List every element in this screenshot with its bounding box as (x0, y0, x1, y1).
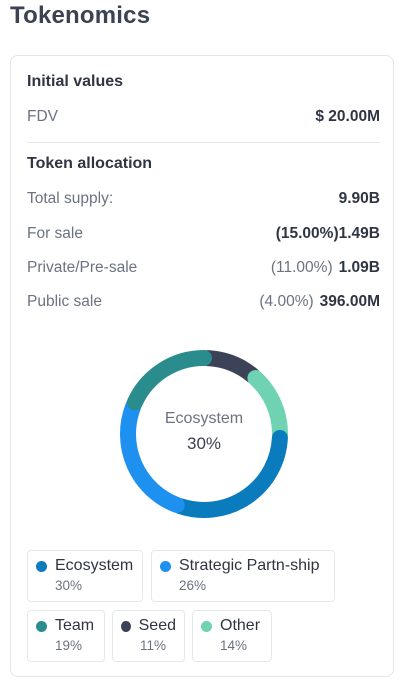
fdv-row: FDV $ 20.00M (27, 108, 380, 126)
allocation-row-pct: (11.00%) (270, 259, 333, 276)
legend-item-strategic-partnership[interactable]: Strategic Partn-ship 26% (151, 550, 335, 602)
legend-pct: 14% (220, 638, 248, 653)
allocation-row-value: 1.09B (338, 259, 380, 276)
legend-dot (36, 620, 47, 632)
legend-dot (121, 620, 131, 632)
section-divider (27, 142, 380, 143)
allocation-row-value: 396.00M (319, 293, 380, 310)
fdv-label: FDV (27, 108, 58, 125)
page-title: Tokenomics (10, 2, 151, 29)
legend-name: Strategic Partn-ship (179, 557, 320, 574)
legend-item-team[interactable]: Team 19% (27, 610, 105, 662)
tokenomics-card: Initial values FDV $ 20.00M Token alloca… (10, 55, 394, 677)
donut-slice-other[interactable] (247, 370, 288, 442)
legend-item-ecosystem[interactable]: Ecosystem 30% (27, 550, 143, 602)
legend-name: Ecosystem (55, 557, 134, 574)
allocation-row-pct: (4.00%) (259, 293, 314, 310)
allocation-row-value-group: (4.00%) 396.00M (259, 293, 380, 311)
legend-pct: 11% (140, 638, 167, 653)
legend-item-seed[interactable]: Seed 11% (112, 610, 185, 662)
legend-item-other[interactable]: Other 14% (192, 610, 272, 662)
legend-dot (160, 560, 171, 572)
token-allocation-heading: Token allocation (27, 155, 153, 172)
donut-slice-ecosystem[interactable] (172, 429, 288, 518)
allocation-row-for-sale: For sale (15.00%)1.49B (27, 225, 380, 243)
legend-dot (36, 560, 47, 572)
allocation-row-value: 1.49B (338, 225, 380, 242)
allocation-row-label: For sale (27, 225, 83, 242)
allocation-row-private-presale: Private/Pre-sale (11.00%) 1.09B (27, 259, 380, 277)
legend-pct: 26% (179, 578, 207, 593)
allocation-row-public-sale: Public sale (4.00%) 396.00M (27, 293, 380, 311)
legend-pct: 19% (55, 638, 83, 653)
allocation-row-label: Public sale (27, 293, 102, 310)
allocation-row-value-group: (11.00%) 1.09B (271, 259, 380, 277)
donut-slice-team[interactable] (126, 350, 212, 411)
legend-name: Other (220, 617, 261, 634)
allocation-row-value: 9.90B (338, 190, 380, 207)
legend-name: Seed (138, 617, 176, 634)
fdv-value: $ 20.00M (315, 108, 380, 125)
allocation-row-pct: (15.00%) (275, 225, 339, 242)
initial-values-heading: Initial values (27, 73, 124, 90)
allocation-row-total-supply: Total supply: 9.90B (27, 190, 380, 208)
donut-slice-seed[interactable] (199, 350, 261, 384)
legend-pct: 30% (55, 578, 83, 593)
donut-svg (120, 350, 288, 518)
legend-name: Team (55, 617, 95, 634)
legend-dot (201, 620, 212, 632)
allocation-donut-chart: Ecosystem 30% (116, 346, 292, 522)
donut-slice-strategic-partn-ship[interactable] (120, 398, 185, 513)
allocation-row-label: Total supply: (27, 190, 114, 207)
allocation-row-label: Private/Pre-sale (27, 259, 138, 276)
allocation-row-value-group: (15.00%)1.49B (276, 225, 380, 243)
